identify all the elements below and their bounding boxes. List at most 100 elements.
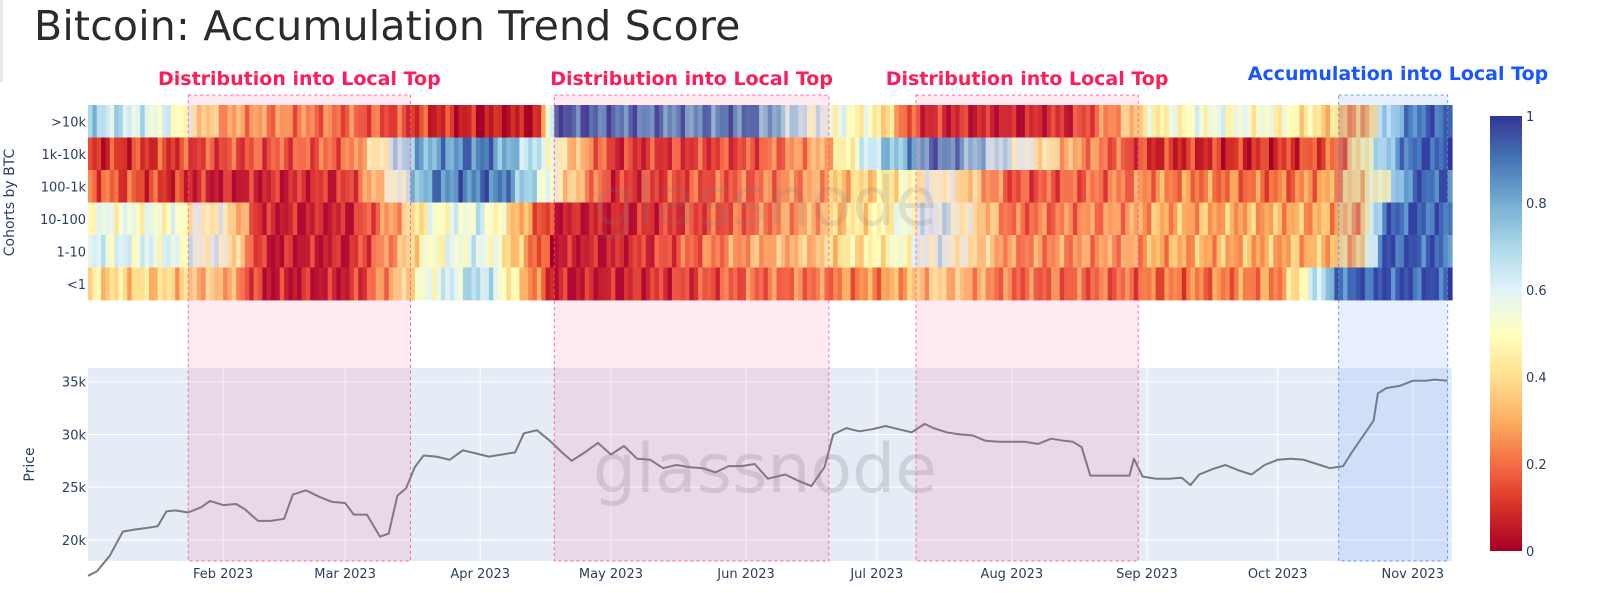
heatmap-cell	[166, 267, 172, 301]
heatmap-cell	[1312, 235, 1318, 268]
heatmap-cell	[388, 267, 394, 301]
heatmap-cell	[449, 235, 455, 268]
heatmap-cell	[1360, 137, 1366, 171]
heatmap-cell	[153, 137, 159, 171]
heatmap-cell	[266, 267, 272, 301]
heatmap-cell	[1142, 170, 1148, 203]
heatmap-cell	[449, 170, 455, 203]
heatmap-cell	[920, 170, 926, 203]
heatmap-cell	[162, 137, 168, 171]
heatmap-cell	[310, 105, 316, 138]
heatmap-cell	[188, 202, 194, 236]
heatmap-cell	[1347, 235, 1353, 268]
heatmap-cell	[410, 170, 416, 203]
heatmap-cell	[1221, 202, 1226, 236]
heatmap-cell	[1299, 267, 1305, 301]
heatmap-cell	[663, 170, 669, 203]
heatmap-cell	[689, 105, 695, 138]
heatmap-cell	[1168, 105, 1174, 138]
heatmap-cell	[667, 170, 673, 203]
heatmap-cell	[706, 267, 712, 301]
heatmap-cell	[1316, 137, 1322, 171]
heatmap-cell	[1421, 202, 1427, 236]
heatmap-cell	[541, 105, 547, 138]
heatmap-cell	[876, 105, 882, 138]
heatmap-cell	[118, 137, 124, 171]
heatmap-cell	[732, 137, 738, 171]
heatmap-cell	[1168, 137, 1174, 171]
heatmap-cell	[288, 267, 294, 301]
heatmap-cell	[1329, 235, 1335, 268]
heatmap-cell	[301, 202, 307, 236]
heatmap-cell	[440, 170, 446, 203]
heatmap-cell	[1151, 105, 1157, 138]
heatmap-cell	[1094, 105, 1100, 138]
heatmap-cell	[1377, 170, 1383, 203]
heatmap-cell	[1229, 202, 1235, 236]
heatmap-cell	[1386, 170, 1392, 203]
heatmap-cell	[1255, 202, 1261, 236]
heatmap-cell	[175, 170, 181, 203]
heatmap-cell	[1299, 105, 1305, 138]
heatmap-cell	[1290, 267, 1296, 301]
heatmap-cell	[872, 202, 878, 236]
heatmap-cell	[732, 170, 738, 203]
heatmap-cell	[1142, 105, 1148, 138]
heatmap-cell	[1286, 137, 1292, 171]
heatmap-cell	[218, 170, 224, 203]
heatmap-cell	[567, 170, 573, 203]
heatmap-cell	[410, 235, 416, 268]
heatmap-cell	[750, 235, 756, 268]
heatmap-cell	[1003, 137, 1009, 171]
heatmap-cell	[793, 202, 799, 236]
heatmap-cell	[698, 267, 704, 301]
heatmap-cell	[698, 105, 704, 138]
heatmap-cell	[336, 235, 342, 268]
heatmap-cell	[933, 137, 939, 171]
heatmap-cell	[863, 137, 869, 171]
heatmap-cell	[262, 202, 268, 236]
heatmap-cell	[1103, 170, 1109, 203]
heatmap-cell	[815, 170, 821, 203]
heatmap-cell	[911, 267, 917, 301]
heatmap-cell	[597, 137, 603, 171]
y-tick-label: 20k	[62, 534, 87, 549]
heatmap-cell	[793, 170, 799, 203]
heatmap-cell	[297, 105, 303, 138]
heatmap-cell	[959, 137, 965, 171]
heatmap-cell	[1290, 202, 1296, 236]
heatmap-cell	[1438, 202, 1444, 236]
heatmap-cell	[419, 137, 425, 171]
heatmap-cell	[336, 170, 342, 203]
heatmap-cell	[541, 267, 547, 301]
heatmap-cell	[854, 267, 860, 301]
heatmap-cell	[807, 105, 812, 138]
heatmap-cell	[1343, 202, 1349, 236]
heatmap-cell	[1072, 235, 1078, 268]
heatmap-cell	[96, 170, 102, 203]
heatmap-cell	[584, 137, 590, 171]
heatmap-cell	[519, 235, 525, 268]
heatmap-cell	[1007, 170, 1013, 203]
heatmap-cell	[1146, 235, 1152, 268]
heatmap-cell	[663, 105, 669, 138]
heatmap-cell	[1033, 202, 1039, 236]
heatmap-row-<1	[88, 267, 1453, 301]
heatmap-cell	[650, 170, 656, 203]
heatmap-cell	[1164, 202, 1170, 236]
heatmap-cell	[1430, 235, 1436, 268]
heatmap-cell	[597, 170, 603, 203]
heatmap-cell	[685, 105, 690, 138]
heatmap-cell	[1312, 170, 1318, 203]
heatmap-cell	[545, 267, 551, 301]
accumulation-band	[1338, 94, 1449, 562]
heatmap-cell	[1273, 267, 1279, 301]
heatmap-cell	[366, 202, 372, 236]
heatmap-cell	[131, 202, 137, 236]
heatmap-cell	[1216, 137, 1222, 171]
heatmap-cell	[610, 235, 616, 268]
heatmap-cell	[990, 170, 996, 203]
heatmap-cell	[253, 137, 259, 171]
heatmap-cell	[475, 170, 481, 203]
heatmap-row-label: 100-1k	[41, 180, 87, 195]
